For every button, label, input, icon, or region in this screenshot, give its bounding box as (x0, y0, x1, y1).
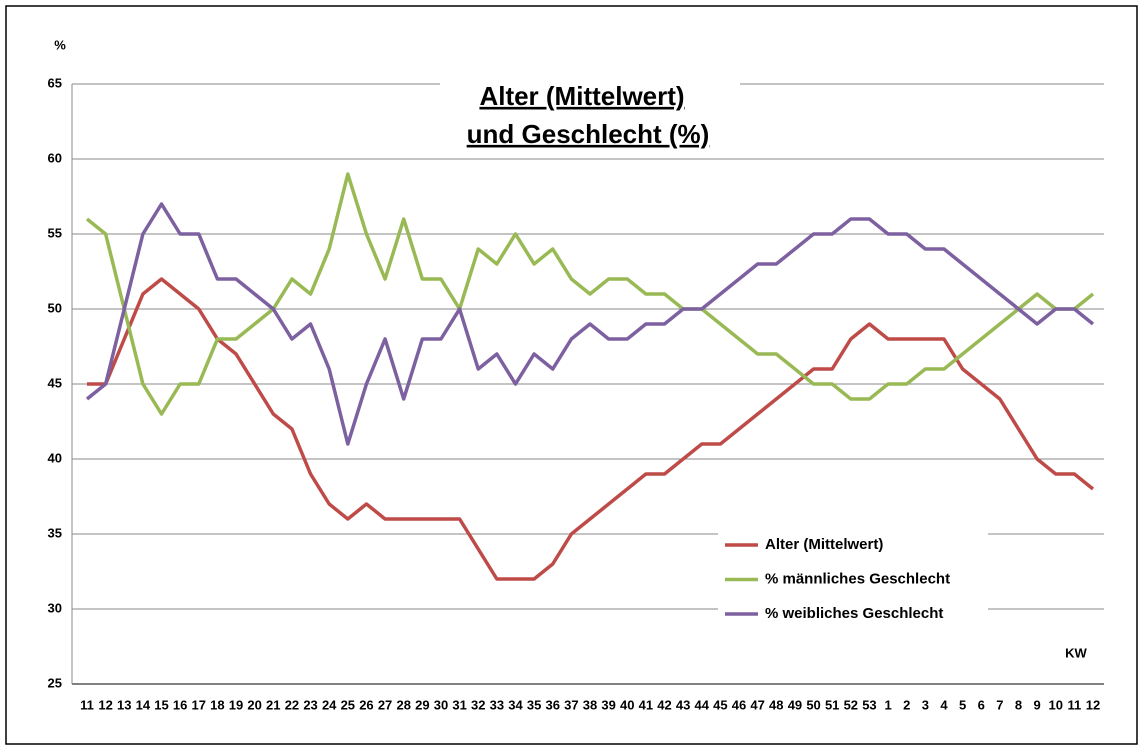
y-tick-label: 50 (48, 300, 62, 315)
x-tick-label: 37 (564, 697, 578, 712)
y-tick-label: 65 (48, 75, 62, 90)
x-tick-label: 7 (996, 697, 1003, 712)
x-tick-label: 17 (192, 697, 206, 712)
x-tick-label: 20 (247, 697, 261, 712)
y-axis-label: % (54, 37, 66, 52)
x-tick-label: 12 (1086, 697, 1100, 712)
x-tick-label: 11 (80, 697, 94, 712)
chart-title: Alter (Mittelwert) (479, 81, 684, 111)
x-tick-label: 49 (788, 697, 802, 712)
x-tick-label: 3 (922, 697, 929, 712)
legend-background (718, 563, 988, 598)
x-tick-label: 47 (750, 697, 764, 712)
x-tick-label: 5 (959, 697, 966, 712)
x-tick-label: 26 (359, 697, 373, 712)
x-tick-label: 30 (434, 697, 448, 712)
y-tick-label: 55 (48, 225, 62, 240)
x-tick-label: 8 (1015, 697, 1022, 712)
x-tick-label: 14 (136, 697, 151, 712)
x-axis-label: KW (1065, 645, 1087, 660)
x-tick-label: 39 (601, 697, 615, 712)
x-tick-label: 45 (713, 697, 727, 712)
y-tick-label: 60 (48, 150, 62, 165)
x-tick-label: 12 (98, 697, 112, 712)
x-tick-label: 28 (396, 697, 410, 712)
x-tick-label: 13 (117, 697, 131, 712)
x-tick-label: 36 (546, 697, 560, 712)
x-tick-label: 40 (620, 697, 634, 712)
x-tick-label: 35 (527, 697, 541, 712)
x-tick-label: 9 (1033, 697, 1040, 712)
x-tick-label: 15 (154, 697, 168, 712)
x-tick-label: 25 (341, 697, 355, 712)
x-tick-label: 22 (285, 697, 299, 712)
title-background (440, 78, 740, 158)
x-tick-label: 1 (884, 697, 891, 712)
x-tick-label: 46 (732, 697, 746, 712)
legend-background (718, 598, 988, 632)
data-line (85, 202, 1095, 446)
x-tick-label: 10 (1049, 697, 1063, 712)
y-tick-label: 30 (48, 600, 62, 615)
x-tick-label: 53 (862, 697, 876, 712)
x-tick-label: 43 (676, 697, 690, 712)
x-tick-label: 4 (940, 697, 948, 712)
legend-label: Alter (Mittelwert) (765, 536, 883, 553)
x-tick-label: 32 (471, 697, 485, 712)
x-tick-label: 29 (415, 697, 429, 712)
y-tick-label: 25 (48, 675, 62, 690)
x-tick-label: 41 (639, 697, 653, 712)
legend-label: % weibliches Geschlecht (765, 605, 943, 622)
x-tick-label: 19 (229, 697, 243, 712)
x-tick-label: 34 (508, 697, 523, 712)
chart-title: und Geschlecht (%) (467, 119, 710, 149)
x-tick-label: 44 (695, 697, 710, 712)
x-tick-label: 23 (303, 697, 317, 712)
x-tick-label: 11 (1067, 697, 1081, 712)
x-tick-label: 27 (378, 697, 392, 712)
data-line (85, 172, 1095, 416)
x-tick-label: 2 (903, 697, 910, 712)
x-tick-label: 6 (978, 697, 985, 712)
x-tick-label: 51 (825, 697, 839, 712)
x-tick-label: 48 (769, 697, 783, 712)
y-tick-label: 45 (48, 375, 62, 390)
data-line (87, 277, 1095, 581)
x-tick-label: 21 (266, 697, 280, 712)
legend-label: % männliches Geschlecht (765, 570, 950, 587)
x-tick-label: 18 (210, 697, 224, 712)
x-tick-label: 52 (844, 697, 858, 712)
x-tick-label: 33 (490, 697, 504, 712)
x-tick-label: 24 (322, 697, 337, 712)
y-tick-label: 40 (48, 450, 62, 465)
x-tick-label: 31 (452, 697, 466, 712)
legend-background (718, 529, 988, 563)
x-tick-label: 16 (173, 697, 187, 712)
x-tick-label: 42 (657, 697, 671, 712)
x-tick-label: 50 (806, 697, 820, 712)
y-tick-label: 35 (48, 525, 62, 540)
x-tick-label: 38 (583, 697, 597, 712)
